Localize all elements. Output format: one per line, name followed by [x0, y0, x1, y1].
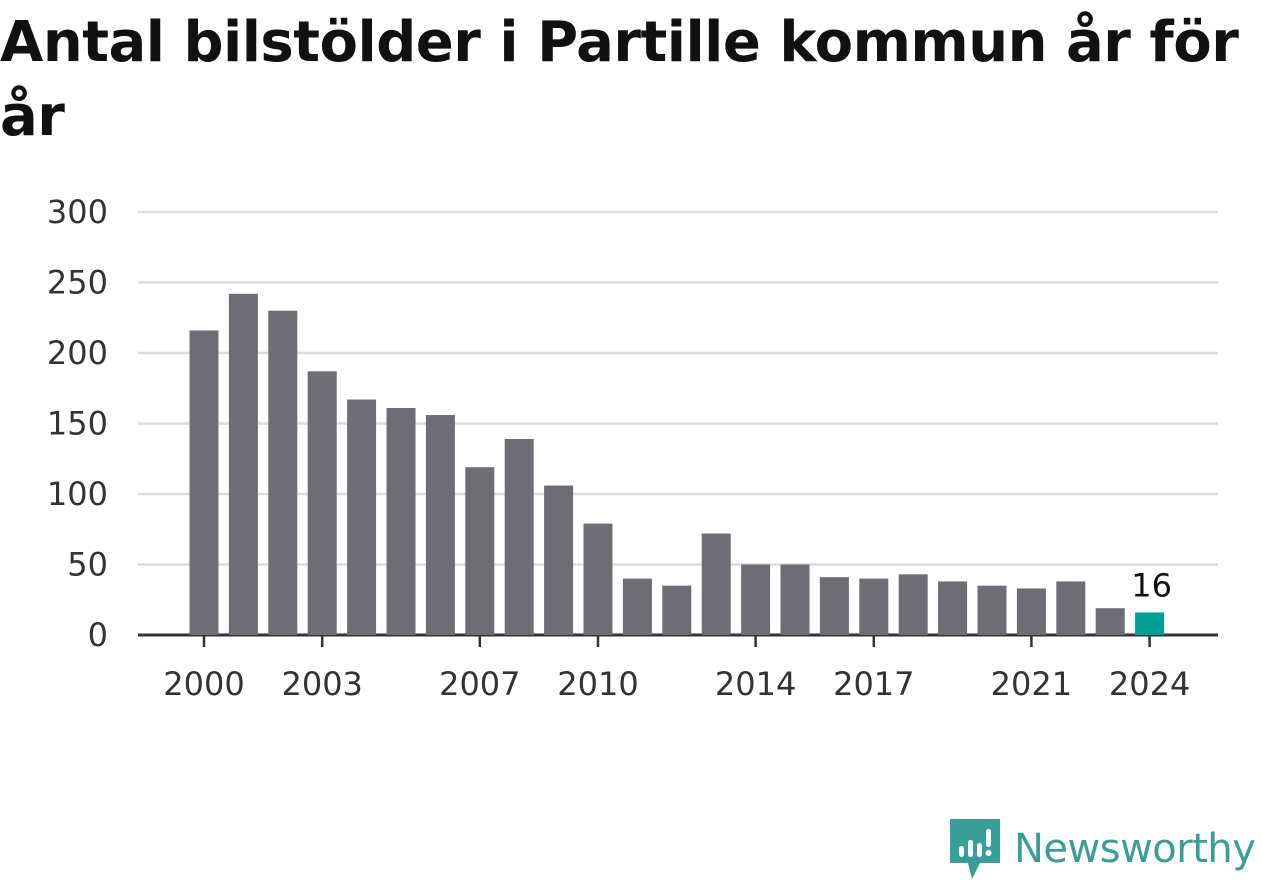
y-axis-ticks: 0 50 100 150 200 250 300 — [47, 193, 108, 654]
bar-2009 — [544, 485, 574, 635]
x-tick-label: 2000 — [163, 665, 244, 703]
x-tick-label: 2017 — [833, 665, 914, 703]
newsworthy-logo-icon — [950, 819, 1000, 879]
bar-2006 — [425, 415, 455, 635]
bar-2019 — [938, 581, 968, 635]
bar-2014 — [741, 564, 771, 635]
bar-2005 — [386, 407, 416, 635]
bar-2024 — [1135, 612, 1165, 635]
bar-2001 — [228, 293, 258, 635]
bar-2008 — [504, 439, 534, 635]
bar-2020 — [977, 585, 1007, 635]
bars — [189, 293, 1165, 635]
bar-2018 — [898, 574, 928, 635]
chart-title: Antal bilstölder i Partille kommun år fö… — [0, 10, 1239, 149]
brand-name: Newsworthy — [1014, 826, 1256, 872]
bar-2012 — [662, 585, 692, 635]
y-tick-label: 100 — [47, 475, 108, 513]
bar-2007 — [465, 467, 495, 635]
data-labels: 16 — [1131, 566, 1172, 604]
x-tick-label: 2021 — [991, 665, 1072, 703]
bar-2023 — [1095, 608, 1125, 635]
bar-2011 — [622, 578, 652, 635]
y-tick-label: 0 — [88, 616, 108, 654]
bar-2004 — [347, 399, 377, 635]
x-axis-ticks: 2000 2003 2007 2010 2014 2017 2021 2024 — [163, 635, 1190, 703]
x-tick-label: 2024 — [1109, 665, 1190, 703]
y-tick-label: 250 — [47, 264, 108, 302]
brand: Newsworthy — [950, 818, 1256, 880]
y-tick-label: 150 — [47, 405, 108, 443]
data-label-highlight: 16 — [1131, 566, 1172, 604]
bar-2017 — [859, 578, 889, 635]
x-tick-label: 2003 — [281, 665, 362, 703]
y-tick-label: 300 — [47, 193, 108, 231]
bar-2016 — [819, 577, 849, 635]
x-tick-label: 2010 — [557, 665, 638, 703]
bar-2015 — [780, 564, 810, 635]
bar-2021 — [1016, 588, 1046, 635]
x-tick-label: 2014 — [715, 665, 796, 703]
bar-2013 — [701, 533, 731, 635]
bar-2010 — [583, 523, 613, 635]
x-tick-label: 2007 — [439, 665, 520, 703]
bar-2003 — [307, 371, 337, 635]
bar-2000 — [189, 330, 219, 635]
bar-2002 — [268, 310, 298, 635]
gridlines — [138, 210, 1218, 637]
bar-2022 — [1056, 581, 1086, 635]
y-tick-label: 50 — [67, 546, 108, 584]
y-tick-label: 200 — [47, 334, 108, 372]
